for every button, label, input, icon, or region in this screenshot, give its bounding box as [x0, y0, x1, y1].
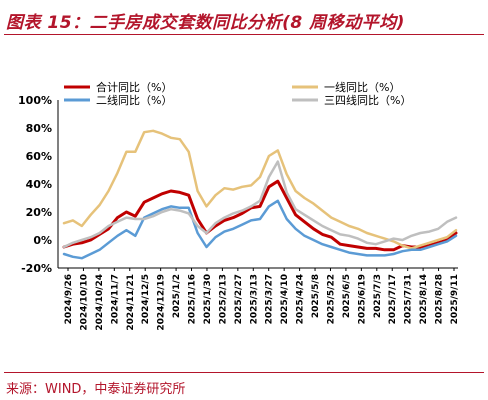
x-tick-label: 2025/1/30: [203, 274, 213, 324]
x-tick-label: 2025/2/13: [218, 274, 228, 324]
source-rule: [4, 372, 484, 373]
y-tick-label: 100%: [18, 94, 52, 107]
line-chart: -20% 0% 20% 40% 60% 80% 100% 2024/9/26 2024/10/1…: [18, 80, 460, 331]
source-note: 来源：WIND，中泰证券研究所: [6, 382, 186, 397]
y-tick-label: 40%: [26, 178, 52, 191]
y-tick-label: 60%: [26, 150, 52, 163]
x-tick-label: 2025/7/31: [404, 274, 414, 324]
x-tick-label: 2025/7/3: [373, 274, 383, 318]
x-tick-label: 2025/5/8: [311, 274, 321, 318]
legend-label: 一线同比（%）: [324, 80, 400, 94]
y-tick-label: 80%: [26, 122, 52, 135]
x-tick-label: 2025/6/5: [342, 274, 352, 318]
x-tick-label: 2024/11/21: [126, 274, 136, 331]
series-line-2: [62, 129, 458, 250]
figure-title: 图表 15：二手房成交套数同比分析(8 周移动平均): [6, 13, 405, 33]
x-tick-label: 2024/11/7: [110, 274, 120, 324]
x-tick-label: 2025/4/10: [280, 274, 290, 324]
x-tick-label: 2024/9/26: [64, 274, 74, 324]
legend-label: 合计同比（%）: [96, 80, 172, 94]
series-line-1: [62, 179, 458, 252]
x-tick-label: 2025/4/24: [296, 274, 306, 324]
x-tick-label: 2025/1/2: [172, 274, 182, 318]
x-tick-label: 2025/6/19: [357, 274, 367, 324]
x-tick-label: 2025/9/11: [450, 274, 460, 324]
legend-label: 三四线同比（%）: [324, 93, 411, 107]
x-tick-label: 2024/10/10: [79, 274, 89, 331]
x-tick-label: 2025/2/27: [234, 274, 244, 324]
x-tick-label: 2025/3/27: [265, 274, 275, 324]
y-tick-label: -20%: [21, 262, 52, 275]
legend-label: 二线同比（%）: [96, 93, 172, 107]
x-tick-label: 2024/10/24: [95, 274, 105, 331]
x-tick-label: 2025/8/14: [419, 274, 429, 324]
x-tick-label: 2025/1/16: [188, 274, 198, 324]
x-tick-label: 2025/8/28: [435, 274, 445, 324]
y-tick-label: 20%: [26, 206, 52, 219]
x-tick-label: 2025/5/22: [326, 274, 336, 324]
y-tick-label: 0%: [33, 234, 52, 247]
title-rule: [4, 34, 484, 35]
series-line-3: [62, 199, 458, 260]
x-tick-label: 2024/12/19: [157, 274, 167, 331]
x-tick-label: 2025/7/17: [388, 274, 398, 324]
x-tick-label: 2025/3/13: [249, 274, 259, 324]
series-line-4: [62, 160, 458, 249]
x-tick-label: 2024/12/5: [141, 274, 151, 324]
